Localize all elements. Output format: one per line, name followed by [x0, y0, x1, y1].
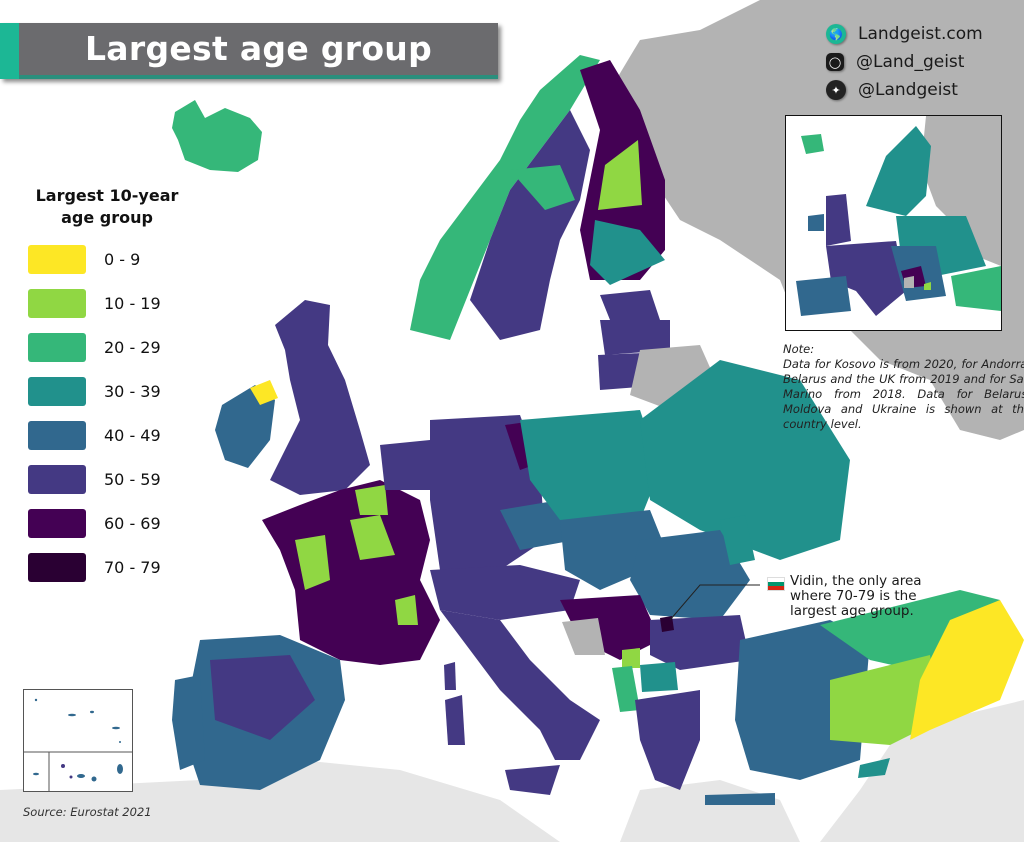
- sicily: [505, 765, 560, 795]
- moldova: [720, 515, 755, 565]
- norway: [410, 55, 600, 340]
- legend-title-line2: age group: [61, 208, 153, 227]
- turkey-central: [830, 655, 940, 745]
- legend-swatch: [28, 464, 86, 494]
- legend-item: 0 - 9: [22, 237, 192, 281]
- bulgaria: [650, 615, 750, 670]
- sardinia: [445, 695, 465, 745]
- source-credit: Source: Eurostat 2021: [23, 805, 152, 819]
- title-banner: Largest age group: [0, 23, 498, 79]
- turkey-southeast: [910, 600, 1024, 740]
- africa-landmass: [0, 760, 560, 842]
- france-north-green: [355, 485, 388, 515]
- vidin-annotation: Vidin, the only area where 70-79 is the …: [767, 574, 950, 619]
- france-east-green: [395, 595, 418, 625]
- ireland: [215, 385, 275, 468]
- croatia-serbia: [560, 595, 660, 660]
- social-instagram[interactable]: ◯ @Land_geist: [826, 48, 983, 76]
- legend-title: Largest 10-year age group: [22, 185, 192, 229]
- benelux: [380, 440, 435, 490]
- france-west-green: [295, 535, 330, 590]
- legend-label: 30 - 39: [104, 381, 161, 401]
- vidin-pointer-line: [669, 584, 760, 621]
- legend-item: 70 - 79: [22, 545, 192, 589]
- greece: [635, 690, 700, 790]
- legend-label: 50 - 59: [104, 469, 161, 489]
- legend-label: 70 - 79: [104, 557, 161, 577]
- legend-item: 20 - 29: [22, 325, 192, 369]
- legend-swatch: [28, 288, 86, 318]
- note-text: Data for Kosovo is from 2020, for Andorr…: [783, 357, 1024, 431]
- title-underline: [19, 75, 498, 79]
- twitter-icon: ✦: [826, 80, 846, 100]
- latvia: [600, 320, 670, 355]
- social-label: @Land_geist: [856, 52, 965, 72]
- page-title: Largest age group: [84, 29, 433, 68]
- social-website[interactable]: 🌎 Landgeist.com: [826, 20, 983, 48]
- france: [262, 480, 440, 665]
- social-label: @Landgeist: [858, 80, 958, 100]
- globe-icon: 🌎: [826, 24, 846, 44]
- legend-swatch: [28, 420, 86, 450]
- crete: [705, 793, 775, 805]
- albania: [612, 666, 640, 712]
- instagram-icon: ◯: [826, 53, 844, 71]
- legend-label: 20 - 29: [104, 337, 161, 357]
- poland: [520, 410, 660, 520]
- switzerland-austria: [430, 565, 580, 620]
- finland-south: [590, 220, 665, 285]
- legend-label: 0 - 9: [104, 249, 141, 269]
- country-level-inset-map: [785, 115, 1002, 331]
- great-britain: [270, 300, 370, 495]
- cyprus: [858, 758, 890, 778]
- legend-swatch: [28, 332, 86, 362]
- legend-label: 40 - 49: [104, 425, 161, 445]
- social-twitter[interactable]: ✦ @Landgeist: [826, 76, 983, 104]
- sweden-middle: [510, 165, 575, 210]
- social-links: 🌎 Landgeist.com ◯ @Land_geist ✦ @Landgei…: [826, 20, 983, 104]
- legend: Largest 10-year age group 0 - 9 10 - 19 …: [22, 185, 192, 589]
- legend-label: 10 - 19: [104, 293, 161, 313]
- legend-label: 60 - 69: [104, 513, 161, 533]
- northern-ireland: [250, 380, 278, 405]
- legend-swatch: [28, 508, 86, 538]
- social-label: Landgeist.com: [858, 24, 983, 44]
- data-note: Note: Data for Kosovo is from 2020, for …: [783, 342, 1024, 432]
- estonia: [600, 290, 660, 320]
- legend-item: 10 - 19: [22, 281, 192, 325]
- spain-inner: [210, 655, 315, 740]
- legend-item: 60 - 69: [22, 501, 192, 545]
- corsica: [444, 662, 456, 690]
- note-heading: Note:: [783, 342, 815, 356]
- islands-inset-svg: [24, 698, 132, 791]
- legend-title-line1: Largest 10-year: [35, 186, 179, 205]
- title-accent-bar: [0, 23, 19, 79]
- legend-swatch: [28, 552, 86, 582]
- romania: [630, 530, 750, 620]
- kosovo: [622, 648, 640, 668]
- legend-item: 50 - 59: [22, 457, 192, 501]
- inset-map-svg: [796, 116, 1001, 316]
- portugal: [172, 675, 205, 770]
- france-paris-green: [350, 515, 395, 560]
- macedonia: [640, 662, 678, 692]
- finland-central: [598, 140, 642, 210]
- legend-swatch: [28, 244, 86, 274]
- middle-east-landmass: [820, 700, 1024, 842]
- legend-swatch: [28, 376, 86, 406]
- bulgaria-flag-icon: [767, 577, 785, 591]
- bosnia: [562, 618, 605, 655]
- legend-item: 40 - 49: [22, 413, 192, 457]
- middle-east-landmass-2: [620, 780, 800, 842]
- legend-item: 30 - 39: [22, 369, 192, 413]
- italy: [440, 610, 600, 760]
- vidin-annotation-text: Vidin, the only area where 70-79 is the …: [790, 573, 922, 619]
- ukraine: [640, 360, 850, 560]
- iceland: [172, 100, 262, 172]
- atlantic-islands-inset: [23, 689, 133, 792]
